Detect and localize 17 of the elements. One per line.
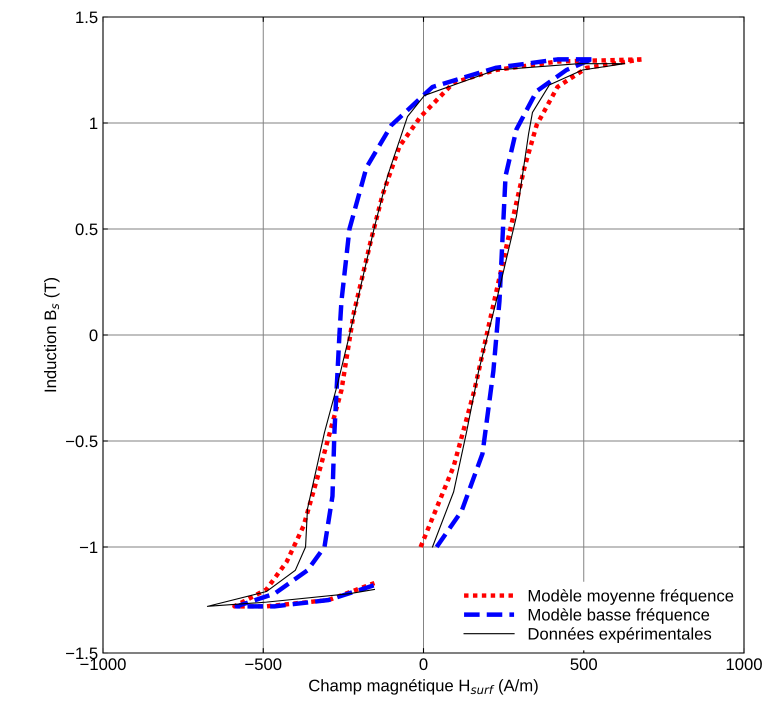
y-tick-label: 1	[90, 118, 98, 130]
legend-label: Données expérimentales	[528, 627, 712, 643]
y-tick-label: 0.5	[76, 223, 98, 236]
x-tick-label: 500	[570, 658, 598, 670]
y-tick-label: −1	[80, 542, 98, 554]
x-tick-label: −1000	[80, 658, 126, 670]
y-tick-label: −0.5	[66, 435, 98, 448]
legend-label: Modèle moyenne fréquence	[528, 589, 734, 605]
y-tick-label: 1.5	[76, 12, 98, 24]
x-tick-label: −500	[245, 658, 282, 670]
y-axis-title: Induction B$_{s}$ (T)	[44, 278, 60, 392]
x-axis-title: Champ magnétique H$_{surf}$ (A/m)	[309, 678, 538, 695]
legend-label: Modèle basse fréquence	[528, 608, 710, 624]
y-tick-label: 0	[90, 329, 98, 342]
x-tick-label: 0	[420, 658, 428, 670]
x-tick-label: 1000	[726, 658, 762, 670]
y-tick-label: −1.5	[66, 648, 98, 660]
